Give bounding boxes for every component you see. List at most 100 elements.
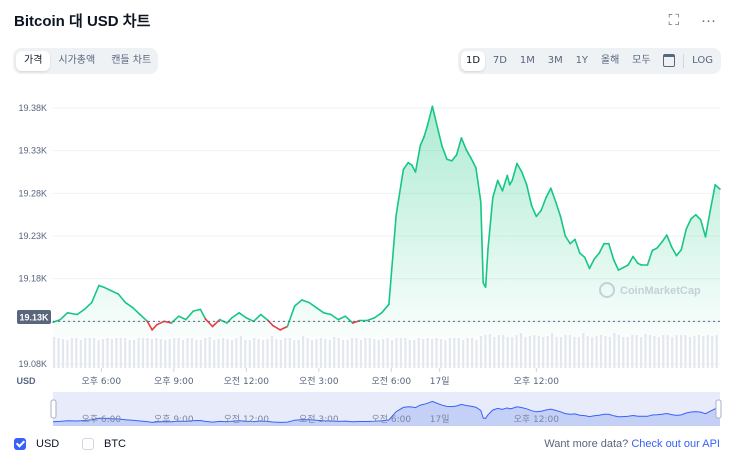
more-data-text: Want more data?	[544, 438, 629, 450]
price-segment	[525, 184, 533, 207]
price-segment	[252, 313, 262, 323]
y-tick-label: 19.38K	[18, 103, 47, 113]
volume-bar	[88, 338, 91, 368]
volume-bar	[422, 339, 425, 368]
volume-bar	[653, 336, 656, 368]
volume-bar	[640, 337, 643, 368]
navigator-right-handle[interactable]	[715, 399, 722, 419]
price-segment	[704, 209, 712, 238]
price-segment	[185, 310, 194, 321]
volume-bar	[626, 337, 629, 368]
range-1d[interactable]: 1D	[461, 51, 486, 71]
volume-bar	[319, 338, 322, 368]
volume-bar	[546, 336, 549, 368]
price-segment	[593, 252, 601, 260]
price-segment	[441, 145, 448, 160]
volume-bar	[288, 338, 291, 368]
watermark: CoinMarketCap	[599, 282, 701, 298]
price-segment	[366, 317, 376, 322]
price-segment	[192, 308, 202, 312]
range-ytd[interactable]: 올해	[600, 55, 620, 66]
volume-bar	[702, 336, 705, 368]
price-segment	[487, 196, 494, 250]
top-icons: ⛶ ···	[668, 12, 716, 29]
tab-candle-chart[interactable]: 캔들 차트	[111, 55, 152, 66]
navigator-left-handle[interactable]	[50, 399, 57, 419]
price-segment	[156, 320, 165, 326]
navigator-tick-label: 17일	[430, 414, 450, 425]
usd-checkbox[interactable]: USD	[14, 438, 59, 450]
volume-bar	[524, 337, 527, 368]
tab-market-cap[interactable]: 시가총액	[58, 55, 96, 66]
price-segment	[559, 215, 567, 237]
range-3m[interactable]: 3M	[547, 55, 563, 66]
price-segment	[617, 266, 625, 271]
price-segment	[460, 137, 468, 151]
volume-bar	[177, 338, 180, 368]
log-scale-toggle[interactable]: LOG	[692, 55, 713, 66]
price-segment	[651, 247, 659, 252]
volume-bar	[84, 338, 87, 368]
range-7d[interactable]: 7D	[492, 55, 507, 66]
x-tick-label: 오전 3:00	[299, 376, 339, 387]
price-segment	[491, 179, 499, 199]
more-options-icon[interactable]: ···	[701, 12, 716, 29]
volume-bar	[666, 335, 669, 368]
volume-bar	[226, 339, 229, 368]
volume-bar	[453, 338, 456, 368]
volume-bar	[408, 340, 411, 368]
volume-bar	[350, 338, 354, 368]
calendar-button[interactable]	[658, 51, 680, 71]
volume-bar	[93, 338, 96, 368]
price-segment	[211, 318, 221, 328]
price-segment	[675, 248, 683, 257]
volume-bar	[706, 335, 709, 368]
range-1y[interactable]: 1Y	[575, 55, 589, 66]
volume-bar	[564, 335, 567, 368]
usd-label: USD	[36, 438, 60, 450]
volume-bar	[128, 340, 131, 368]
volume-bar	[444, 340, 447, 368]
navigator-tick-label: 오전 12:00	[224, 414, 270, 425]
btc-checkbox[interactable]: BTC	[82, 438, 126, 450]
volume-bar	[413, 340, 416, 368]
volume-bar	[324, 339, 327, 368]
calendar-icon	[663, 53, 676, 67]
volume-bar	[199, 340, 202, 368]
volume-bar	[684, 335, 687, 368]
price-segment	[436, 126, 443, 148]
btc-check-icon	[82, 438, 94, 450]
range-all[interactable]: 모두	[632, 55, 651, 66]
range-1m[interactable]: 1M	[519, 55, 535, 66]
volume-bar	[390, 340, 394, 368]
volume-bar	[133, 340, 136, 368]
tab-price[interactable]: 가격	[16, 51, 51, 71]
volume-bar	[493, 337, 496, 368]
price-segment	[272, 324, 282, 331]
volume-bar	[497, 335, 500, 368]
volume-bar	[119, 338, 122, 368]
navigator-tick-label: 오후 6:00	[82, 414, 122, 425]
price-segment	[199, 308, 207, 320]
volume-bar	[168, 339, 171, 368]
x-tick-label: 오전 6:00	[372, 376, 412, 387]
volume-bar	[555, 337, 558, 368]
open-price-label: 19.13K	[19, 313, 49, 323]
price-segment	[714, 184, 721, 190]
volume-bar	[608, 337, 611, 368]
volume-bar	[377, 340, 380, 368]
range-navigator[interactable]: 오후 6:00 오후 9:00 오전 12:00 오전 3:00 오전 6:00 17일 오…	[50, 392, 722, 426]
price-segment	[455, 137, 463, 156]
volume-bar	[150, 339, 153, 368]
api-link[interactable]: Check out our API	[631, 438, 720, 450]
price-segment	[124, 301, 134, 309]
volume-bar	[528, 336, 531, 368]
volume-bar	[186, 338, 189, 368]
price-segment	[293, 299, 303, 307]
price-segment	[308, 301, 318, 309]
price-segment	[110, 289, 120, 295]
volume-bar	[239, 336, 242, 368]
fullscreen-icon[interactable]: ⛶	[668, 12, 679, 29]
volume-bar	[230, 340, 234, 368]
